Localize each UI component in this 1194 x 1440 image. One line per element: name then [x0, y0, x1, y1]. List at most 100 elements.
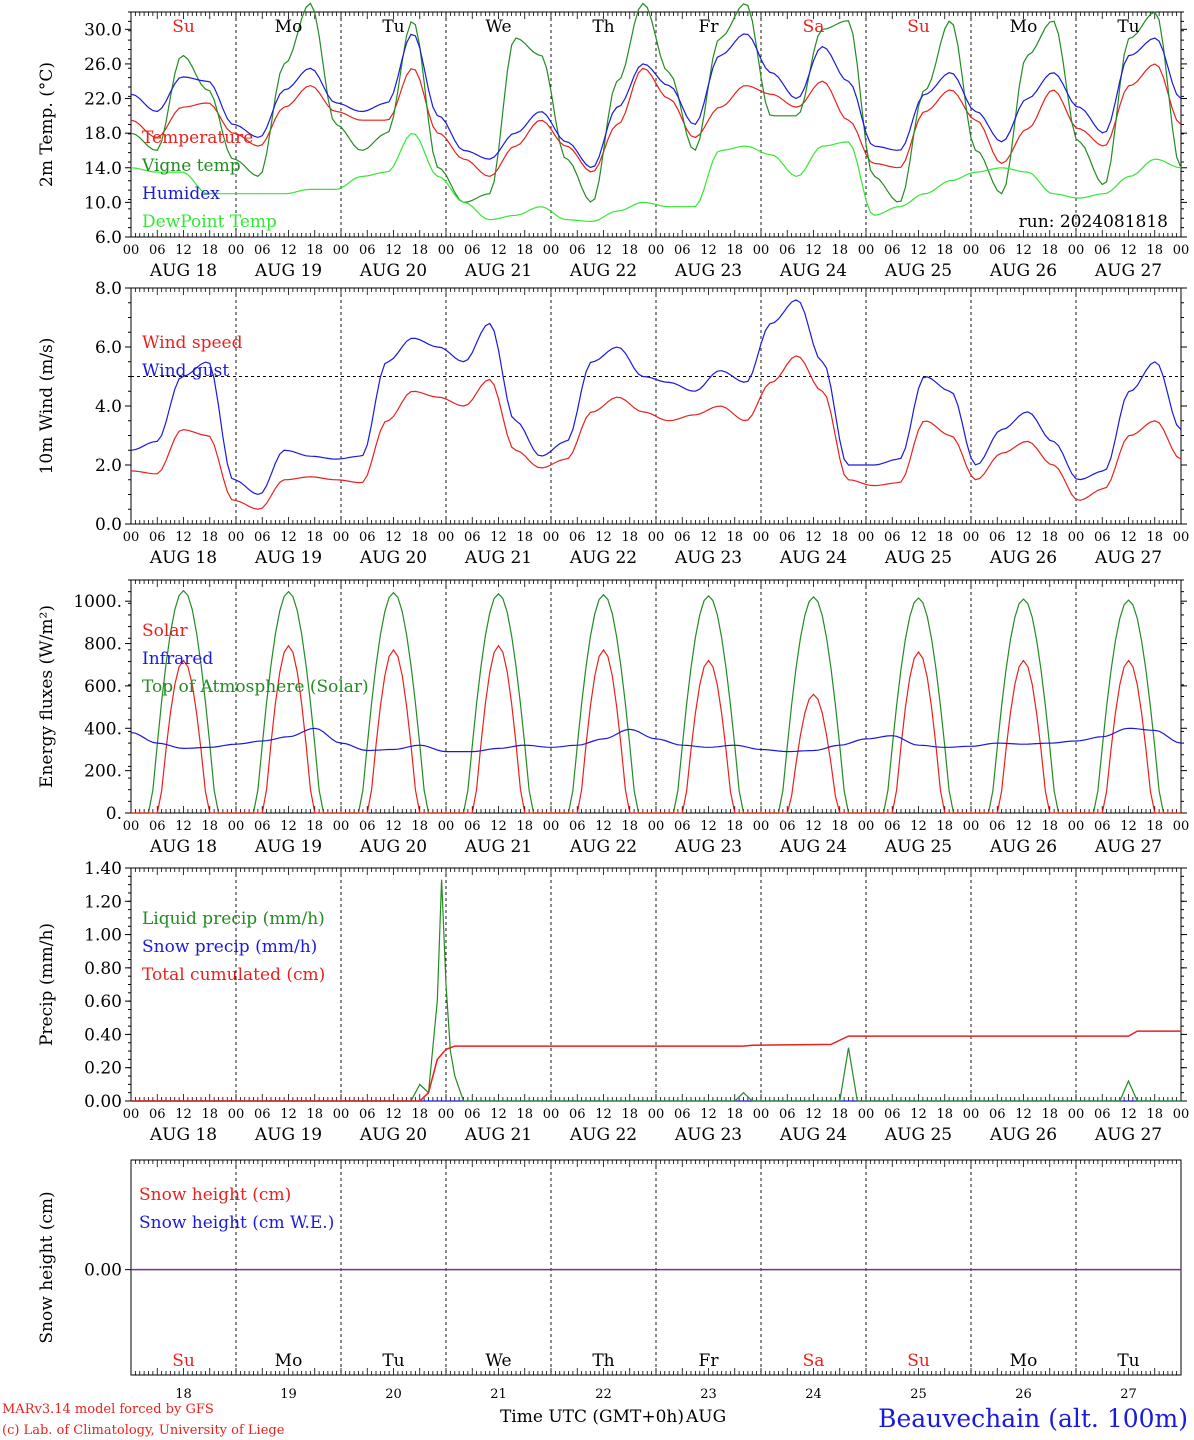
panel-temp: 6.0 10.0 14.0 18.0 22.0 26.0 30.0 2m Temp. (°C)… — [37, 2, 1189, 281]
panel-snow: 0.00 Snow height (cm) Su 18 Mo 19 Tu 20 We 21 Th 22… — [37, 1159, 1182, 1402]
y-axis-label: Energy fluxes (W/m²) — [37, 605, 57, 788]
hour-tick-label: 00 — [543, 819, 560, 834]
weekday-label: Mo — [275, 1351, 303, 1371]
legend-item: Total cumulated (cm) — [142, 965, 325, 985]
weekday-label: Tu — [382, 17, 404, 37]
hour-tick-label: 12 — [700, 1107, 717, 1122]
hour-tick-label: 18 — [201, 243, 218, 258]
hour-tick-label: 06 — [989, 243, 1006, 258]
hour-tick-label: 18 — [306, 243, 323, 258]
date-number-label: 26 — [1015, 1387, 1032, 1402]
y-tick-label: 0.0 — [95, 515, 122, 535]
hour-tick-label: 06 — [569, 530, 586, 545]
hour-tick-label: 18 — [831, 243, 848, 258]
date-label: AUG 20 — [359, 1125, 427, 1145]
series-dewpoint-temp — [130, 132, 1182, 223]
hour-tick-label: 18 — [621, 819, 638, 834]
hour-tick-label: 06 — [149, 819, 166, 834]
hour-tick-label: 12 — [280, 530, 297, 545]
hour-tick-label: 00 — [1173, 1107, 1190, 1122]
hour-tick-label: 06 — [1094, 243, 1111, 258]
hour-tick-label: 00 — [228, 1107, 245, 1122]
date-label: AUG 25 — [884, 837, 952, 857]
date-label: AUG 21 — [464, 1125, 532, 1145]
hour-tick-label: 00 — [1068, 819, 1085, 834]
date-label: AUG 26 — [989, 261, 1057, 281]
hour-tick-label: 00 — [648, 1107, 665, 1122]
series-humidex — [130, 33, 1182, 169]
hour-tick-label: 12 — [490, 243, 507, 258]
hour-tick-label: 06 — [884, 819, 901, 834]
hour-tick-label: 00 — [333, 819, 350, 834]
hour-tick-label: 18 — [306, 819, 323, 834]
x-axis-label: Time UTC (GMT+0h) — [500, 1407, 684, 1427]
hour-tick-label: 00 — [1173, 530, 1190, 545]
series-temperature — [130, 63, 1182, 178]
date-number-label: 21 — [490, 1387, 507, 1402]
hour-tick-label: 00 — [123, 1107, 140, 1122]
hour-tick-label: 00 — [543, 530, 560, 545]
hour-tick-label: 06 — [359, 819, 376, 834]
legend-item: Liquid precip (mm/h) — [142, 909, 325, 929]
hour-tick-label: 00 — [333, 243, 350, 258]
hour-tick-label: 00 — [858, 1107, 875, 1122]
hour-tick-label: 12 — [805, 819, 822, 834]
series-solar — [131, 644, 1181, 814]
y-tick-label: 0.40 — [84, 1025, 122, 1045]
y-tick-label: 4.0 — [95, 397, 122, 417]
legend-item: Humidex — [142, 184, 220, 204]
date-label: AUG 24 — [779, 837, 847, 857]
hour-tick-label: 06 — [149, 243, 166, 258]
hour-tick-label: 00 — [333, 1107, 350, 1122]
hour-tick-label: 00 — [753, 1107, 770, 1122]
hour-tick-label: 12 — [490, 530, 507, 545]
hour-tick-label: 18 — [201, 1107, 218, 1122]
date-label: AUG 19 — [254, 1125, 322, 1145]
date-label: AUG 26 — [989, 548, 1057, 568]
date-number-label: 18 — [175, 1387, 192, 1402]
hour-tick-label: 00 — [228, 819, 245, 834]
legend-item: Vigne temp — [141, 156, 241, 176]
hour-tick-label: 18 — [516, 819, 533, 834]
date-label: AUG 21 — [464, 837, 532, 857]
hour-tick-label: 12 — [595, 1107, 612, 1122]
weekday-label: Mo — [275, 17, 303, 37]
hour-tick-label: 18 — [936, 530, 953, 545]
hour-tick-label: 18 — [1146, 819, 1163, 834]
date-label: AUG 19 — [254, 837, 322, 857]
hour-tick-label: 06 — [569, 243, 586, 258]
y-tick-label: 22.0 — [84, 90, 122, 110]
date-label: AUG 18 — [149, 261, 217, 281]
legend-item: Temperature — [142, 128, 253, 148]
hour-tick-label: 12 — [910, 819, 927, 834]
legend-item: Snow height (cm W.E.) — [139, 1213, 334, 1233]
date-label: AUG 24 — [779, 261, 847, 281]
run-label: run: 2024081818 — [1019, 212, 1168, 232]
hour-tick-label: 18 — [516, 1107, 533, 1122]
y-tick-label: 18.0 — [84, 124, 122, 144]
hour-tick-label: 18 — [831, 819, 848, 834]
hour-tick-label: 18 — [726, 819, 743, 834]
hour-tick-label: 12 — [910, 1107, 927, 1122]
hour-tick-label: 18 — [201, 530, 218, 545]
date-label: AUG 20 — [359, 261, 427, 281]
hour-tick-label: 06 — [989, 530, 1006, 545]
hour-tick-label: 06 — [674, 243, 691, 258]
series-wind-gust — [130, 299, 1182, 496]
hour-tick-label: 18 — [411, 243, 428, 258]
date-label: AUG 26 — [989, 837, 1057, 857]
hour-tick-label: 06 — [1094, 819, 1111, 834]
hour-tick-label: 00 — [123, 819, 140, 834]
legend-item: Solar — [142, 621, 188, 641]
hour-tick-label: 18 — [621, 243, 638, 258]
date-number-label: 19 — [280, 1387, 297, 1402]
hour-tick-label: 06 — [359, 1107, 376, 1122]
hour-tick-label: 18 — [306, 1107, 323, 1122]
hour-tick-label: 06 — [464, 819, 481, 834]
y-axis-label: 10m Wind (m/s) — [37, 338, 57, 475]
y-tick-label: 30.0 — [84, 20, 122, 40]
hour-tick-label: 12 — [175, 530, 192, 545]
weekday-label: Th — [592, 17, 614, 37]
hour-tick-label: 18 — [411, 1107, 428, 1122]
date-label: AUG 18 — [149, 1125, 217, 1145]
